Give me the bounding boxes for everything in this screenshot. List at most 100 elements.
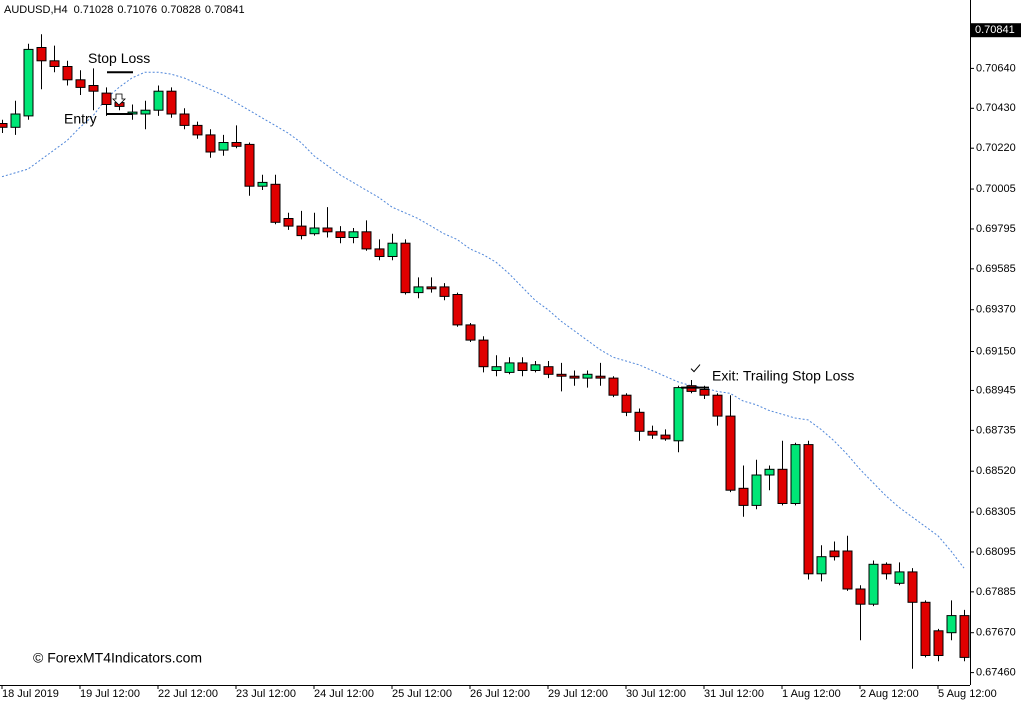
candle-body bbox=[49, 60, 60, 67]
x-tick-label: 19 Jul 12:00 bbox=[80, 688, 140, 700]
entry-arrow bbox=[112, 93, 126, 106]
symbol: AUDUSD,H4 bbox=[4, 4, 68, 16]
y-tick-label: 0.69585 bbox=[976, 263, 1016, 275]
candle-body bbox=[478, 339, 489, 368]
candle-body bbox=[595, 375, 606, 379]
y-tick-label: 0.70220 bbox=[976, 142, 1016, 154]
exit-label: Exit: Trailing Stop Loss bbox=[712, 367, 854, 383]
candle-body bbox=[582, 373, 593, 379]
candle-body bbox=[270, 183, 281, 223]
x-tick-label: 18 Jul 2019 bbox=[2, 688, 59, 700]
x-tick-label: 30 Jul 12:00 bbox=[626, 688, 686, 700]
candle-body bbox=[205, 134, 216, 153]
candle-body bbox=[634, 411, 645, 432]
candle-body bbox=[387, 242, 398, 257]
candle-body bbox=[10, 113, 21, 128]
candle-body bbox=[491, 366, 502, 372]
x-tick-label: 1 Aug 12:00 bbox=[782, 688, 841, 700]
y-tick-label: 0.70640 bbox=[976, 62, 1016, 74]
candle-body bbox=[933, 630, 944, 656]
y-tick-label: 0.68945 bbox=[976, 384, 1016, 396]
y-tick-label: 0.69370 bbox=[976, 304, 1016, 316]
candle-body bbox=[530, 364, 541, 371]
candle-body bbox=[309, 227, 320, 235]
candle-body bbox=[400, 242, 411, 294]
x-tick-label: 23 Jul 12:00 bbox=[236, 688, 296, 700]
candle-body bbox=[816, 556, 827, 575]
candle-body bbox=[660, 434, 671, 440]
moving-average-line bbox=[1, 71, 965, 569]
current-price-box bbox=[971, 23, 1021, 38]
x-tick-label: 26 Jul 12:00 bbox=[470, 688, 530, 700]
y-tick-label: 0.68305 bbox=[976, 506, 1016, 518]
candle-body bbox=[322, 227, 333, 233]
candle-body bbox=[699, 389, 710, 396]
candle-body bbox=[140, 109, 151, 115]
y-tick-label: 0.69150 bbox=[976, 345, 1016, 357]
candle-body bbox=[218, 142, 229, 151]
candle-body bbox=[803, 444, 814, 575]
candle-body bbox=[452, 294, 463, 326]
stop-loss-label: Stop Loss bbox=[88, 50, 150, 66]
candle-body bbox=[23, 48, 34, 117]
candle-body bbox=[348, 231, 359, 239]
candle-body bbox=[907, 571, 918, 603]
candle-body bbox=[543, 366, 554, 375]
candle-body bbox=[881, 563, 892, 575]
current-price-label: 0.70841 bbox=[975, 24, 1015, 36]
candle-body bbox=[192, 124, 203, 136]
candle-body bbox=[231, 142, 242, 147]
candle-body bbox=[556, 373, 567, 377]
header-close: 0.70841 bbox=[205, 4, 245, 16]
candle-body bbox=[0, 123, 8, 128]
candle-body bbox=[283, 218, 294, 227]
candle-body bbox=[868, 563, 879, 605]
candle-body bbox=[569, 375, 580, 379]
entry-label: Entry bbox=[64, 111, 97, 127]
x-tick-label: 31 Jul 12:00 bbox=[704, 688, 764, 700]
candle-body bbox=[465, 324, 476, 341]
candle-body bbox=[920, 601, 931, 656]
y-tick-label: 0.68095 bbox=[976, 546, 1016, 558]
candle-body bbox=[842, 550, 853, 590]
candle-body bbox=[777, 468, 788, 504]
candle-body bbox=[244, 143, 255, 187]
candle-body bbox=[179, 113, 190, 126]
header-low: 0.70828 bbox=[161, 4, 201, 16]
candle-body bbox=[335, 231, 346, 239]
candle-body bbox=[712, 394, 723, 417]
y-tick-label: 0.69795 bbox=[976, 223, 1016, 235]
candle-body bbox=[894, 571, 905, 584]
y-tick-label: 0.67885 bbox=[976, 586, 1016, 598]
candle-body bbox=[738, 487, 749, 506]
candle-body bbox=[517, 362, 528, 371]
candle-body bbox=[374, 248, 385, 257]
candle-body bbox=[504, 362, 515, 373]
candle-body bbox=[296, 225, 307, 237]
candle-body bbox=[647, 430, 658, 436]
x-tick-label: 22 Jul 12:00 bbox=[158, 688, 218, 700]
exit-check bbox=[690, 364, 701, 373]
header-open: 0.71028 bbox=[74, 4, 114, 16]
y-tick-label: 0.70430 bbox=[976, 102, 1016, 114]
x-tick-label: 29 Jul 12:00 bbox=[548, 688, 608, 700]
x-tick-label: 24 Jul 12:00 bbox=[314, 688, 374, 700]
candle-body bbox=[62, 66, 73, 81]
candle-body bbox=[426, 286, 437, 290]
candle-body bbox=[855, 588, 866, 605]
candle-body bbox=[829, 550, 840, 558]
header-high: 0.71076 bbox=[117, 4, 157, 16]
candle-body bbox=[153, 90, 164, 111]
x-tick-label: 2 Aug 12:00 bbox=[860, 688, 919, 700]
y-tick-label: 0.68735 bbox=[976, 424, 1016, 436]
y-tick-label: 0.67670 bbox=[976, 627, 1016, 639]
candle-body bbox=[790, 444, 801, 505]
candle-body bbox=[608, 377, 619, 396]
candle-body bbox=[439, 286, 450, 297]
candle-body bbox=[166, 90, 177, 115]
x-tick-label: 25 Jul 12:00 bbox=[392, 688, 452, 700]
candle-body bbox=[959, 615, 970, 658]
candle-body bbox=[361, 231, 372, 250]
